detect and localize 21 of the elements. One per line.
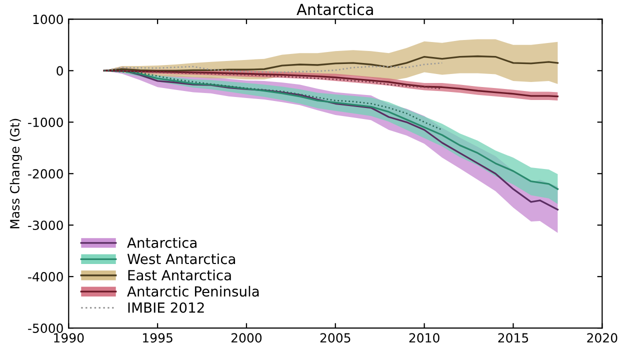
legend-label: Antarctica	[127, 237, 196, 248]
x-tick-label: 2000	[231, 333, 262, 343]
x-tick-label: 2015	[498, 333, 528, 343]
x-tick-label: 1995	[143, 333, 172, 343]
y-tick-label: -1000	[28, 118, 63, 128]
x-tick-label: 2010	[409, 333, 440, 343]
legend-label: IMBIE 2012	[128, 302, 204, 313]
legend-label: East Antarctica	[128, 270, 231, 280]
y-tick-label: -2000	[28, 169, 63, 179]
legend-label: West Antarctica	[127, 253, 236, 264]
x-tick-label: 2020	[587, 333, 618, 343]
y-tick-label: 0	[56, 66, 63, 76]
legend-label: Antarctic Peninsula	[127, 286, 259, 297]
y-tick-label: -4000	[28, 272, 63, 282]
x-tick-label: 2005	[320, 333, 350, 343]
y-tick-label: 1000	[33, 14, 63, 24]
x-tick-label: 1990	[54, 333, 84, 343]
y-tick-label: -3000	[28, 220, 63, 230]
y-axis-title: Mass Change (Gt)	[10, 118, 22, 228]
y-tick-label: -5000	[28, 324, 63, 333]
chart-title: Antarctica	[296, 3, 373, 16]
